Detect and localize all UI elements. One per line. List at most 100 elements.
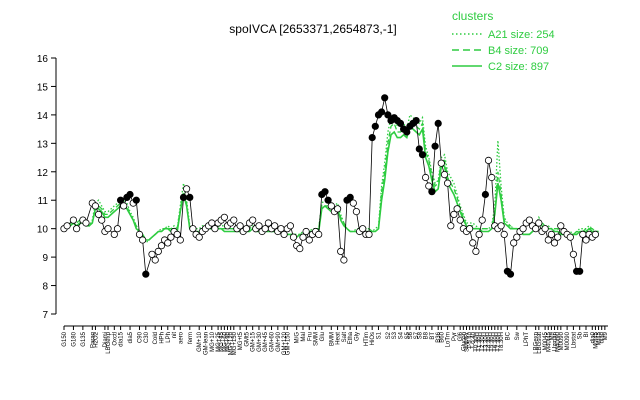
x-tick-label: HTim: [364, 332, 370, 346]
data-point: [484, 156, 493, 164]
data-point: [120, 202, 128, 210]
data-point: [478, 216, 486, 224]
x-tick-label: GM+30: [257, 331, 263, 352]
x-tick-label: S2: [386, 331, 392, 339]
x-tick-label: LBGstat: [537, 332, 543, 354]
y-tick-label: 14: [37, 111, 49, 122]
data-point: [148, 250, 156, 258]
data-point: [167, 233, 175, 241]
data-point: [510, 239, 518, 247]
x-tick-label: GM+10: [197, 331, 203, 352]
data-point: [475, 230, 483, 238]
legend-label: B4 size: 709: [488, 45, 549, 57]
data-point: [340, 256, 348, 264]
series-line-dotted: [63, 113, 599, 245]
data-point: [377, 108, 386, 116]
x-tick-label: MG+60: [222, 331, 228, 352]
data-point: [481, 190, 489, 199]
x-tick-label: S4: [398, 331, 404, 339]
data-point: [296, 245, 304, 253]
data-point: [418, 151, 427, 159]
data-point: [154, 247, 162, 255]
data-point: [352, 208, 360, 216]
data-point: [95, 210, 103, 218]
data-point: [63, 222, 71, 230]
data-point: [179, 193, 188, 201]
data-point: [554, 233, 562, 241]
x-tick-label: T1.30H: [477, 332, 483, 352]
data-point: [195, 233, 203, 241]
x-tick-label: T3.30H: [483, 332, 489, 352]
x-tick-label: MG+25: [216, 331, 222, 352]
x-tick-label: Mal: [301, 332, 307, 342]
x-tick-label: Mt45: [597, 331, 603, 345]
x-tick-label: M0090: [559, 331, 565, 350]
data-point: [183, 185, 191, 193]
data-point: [69, 216, 78, 224]
x-tick-label: S6: [408, 331, 414, 339]
data-point: [117, 196, 125, 204]
data-point: [173, 230, 181, 238]
x-tick-label: GM+15: [251, 331, 257, 352]
x-tick-label: MG+45: [219, 331, 225, 352]
data-point: [403, 128, 411, 136]
data-point: [91, 202, 100, 210]
data-point: [220, 213, 228, 221]
x-tick-label: LBGexp: [534, 331, 540, 353]
x-tick-label: nit: [172, 332, 178, 339]
x-tick-label: M9: [549, 331, 555, 340]
data-point: [443, 179, 452, 187]
y-tick-label: 9: [42, 253, 48, 264]
data-point: [126, 190, 134, 199]
data-point: [453, 205, 461, 213]
x-tick-label: MG+150: [232, 331, 238, 355]
data-point: [289, 233, 298, 241]
x-tick-label: G180: [71, 331, 77, 346]
x-tick-label: GM-lean: [204, 332, 210, 355]
x-tick-label: B60: [439, 331, 445, 342]
x-tick-label: Uzman: [553, 332, 559, 351]
data-point: [186, 193, 194, 201]
x-tick-label: MG+10: [210, 331, 216, 352]
data-point: [368, 134, 376, 142]
data-line: [63, 97, 596, 276]
x-tick-label: Oxctl: [112, 332, 118, 346]
x-tick-label: LPhT: [524, 332, 530, 347]
data-point: [547, 230, 556, 238]
x-tick-label: LBGexp: [106, 331, 112, 353]
data-point: [349, 199, 357, 207]
x-tick-label: dia5: [128, 331, 134, 343]
data-point: [472, 247, 480, 255]
data-point: [230, 216, 238, 224]
x-tick-label: Diami: [103, 332, 109, 347]
data-point: [582, 236, 590, 244]
data-point: [98, 216, 106, 224]
x-tick-label: GM+90: [276, 331, 282, 352]
data-point: [110, 230, 118, 238]
data-point: [359, 225, 367, 233]
data-point: [437, 159, 445, 167]
data-point: [113, 225, 122, 233]
x-tick-label: MG+120: [229, 331, 235, 355]
data-point: [488, 173, 496, 182]
data-point: [333, 205, 342, 213]
data-point: [249, 216, 257, 224]
data-point: [157, 242, 166, 250]
x-tick-label: MG+t5: [238, 331, 244, 350]
x-tick-label: Gl6: [458, 331, 464, 341]
x-tick-label: dia15: [119, 331, 125, 346]
data-point: [305, 236, 313, 244]
data-point: [286, 222, 294, 230]
data-point: [321, 188, 329, 196]
data-point: [412, 117, 420, 125]
data-point: [176, 236, 184, 244]
data-point: [255, 222, 263, 230]
x-tick-label: M40t45: [546, 331, 552, 352]
series-line-dashed: [63, 119, 599, 241]
data-point: [73, 225, 81, 233]
x-tick-label: T5.30H: [490, 332, 496, 352]
chart-title: spoIVCA [2653371,2654873,-1]: [229, 22, 396, 36]
x-tick-label: HiOs: [370, 332, 376, 345]
